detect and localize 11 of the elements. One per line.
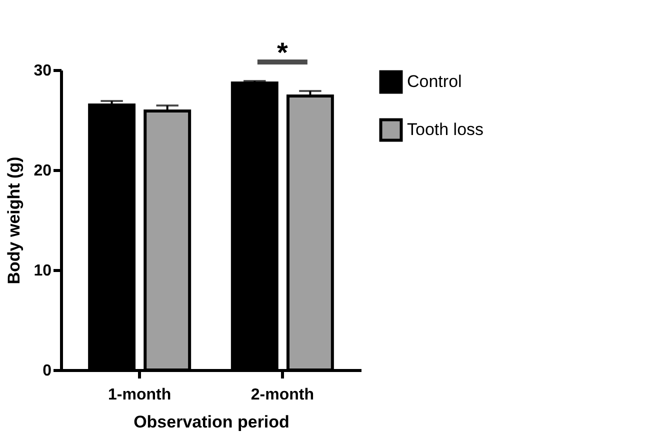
y-tick-label: 20 bbox=[34, 162, 52, 180]
x-tick-label: 1-month bbox=[108, 386, 172, 404]
y-axis-title: Body weight (g) bbox=[4, 156, 24, 284]
y-tick-label: 0 bbox=[42, 362, 52, 380]
x-axis-title: Observation period bbox=[134, 412, 290, 432]
legend-label: Tooth loss bbox=[407, 120, 484, 139]
y-tick-label: 30 bbox=[34, 62, 52, 80]
legend-label: Control bbox=[407, 72, 462, 91]
x-tick-label: 2-month bbox=[250, 386, 314, 404]
y-tick-label: 10 bbox=[34, 262, 52, 280]
text: * bbox=[276, 37, 288, 68]
